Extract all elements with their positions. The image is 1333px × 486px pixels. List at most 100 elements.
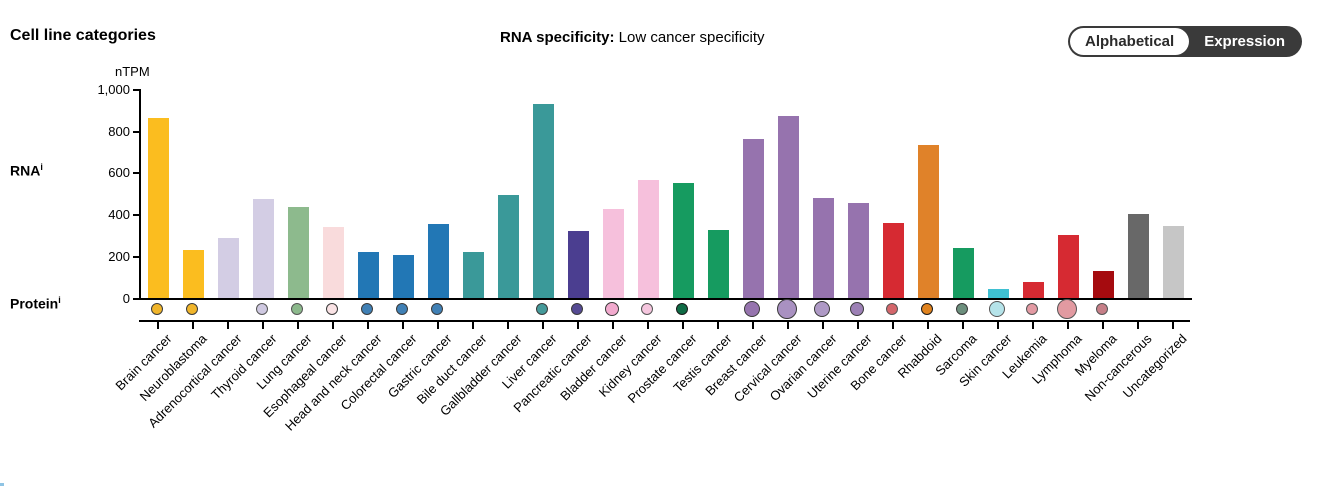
y-axis-unit: nTPM <box>115 64 150 79</box>
y-tick-label: 400 <box>108 207 130 223</box>
category-tick <box>1032 321 1034 329</box>
y-tick-label: 800 <box>108 123 130 139</box>
category-tick <box>402 321 404 329</box>
toggle-alphabetical-button[interactable]: Alphabetical <box>1070 28 1190 55</box>
protein-dot-ovarian-cancer[interactable] <box>813 301 830 317</box>
protein-dot-myeloma[interactable] <box>1095 303 1108 315</box>
bar-rhabdoid[interactable] <box>917 145 939 298</box>
bar-bone-cancer[interactable] <box>882 223 904 298</box>
sort-toggle[interactable]: Alphabetical Expression <box>1068 26 1303 57</box>
protein-dot-bladder-cancer[interactable] <box>604 302 619 316</box>
y-axis-line <box>139 89 141 300</box>
bar-uterine-cancer[interactable] <box>847 203 869 298</box>
category-tick <box>507 321 509 329</box>
protein-dot-leukemia[interactable] <box>1025 303 1038 315</box>
protein-dot-bone-cancer[interactable] <box>885 303 898 315</box>
y-tick <box>133 172 140 175</box>
protein-dot-lymphoma[interactable] <box>1056 299 1077 319</box>
y-tick <box>133 130 140 133</box>
category-tick <box>262 321 264 329</box>
bar-sarcoma[interactable] <box>952 248 974 298</box>
protein-axis-line <box>139 320 1190 322</box>
category-tick <box>577 321 579 329</box>
category-tick <box>1172 321 1174 329</box>
protein-dot-pancreatic-cancer[interactable] <box>570 303 583 315</box>
protein-dot-uterine-cancer[interactable] <box>849 302 864 316</box>
bar-myeloma[interactable] <box>1092 271 1114 298</box>
protein-info-icon[interactable]: i <box>58 295 61 305</box>
category-tick <box>787 321 789 329</box>
protein-dot-liver-cancer[interactable] <box>535 303 548 315</box>
bar-neuroblastoma[interactable] <box>182 250 204 298</box>
protein-dot-cervical-cancer[interactable] <box>776 299 797 319</box>
category-tick <box>682 321 684 329</box>
category-tick <box>997 321 999 329</box>
toggle-expression-button[interactable]: Expression <box>1204 33 1286 50</box>
category-tick <box>1137 321 1139 329</box>
protein-dot-head-and-neck-cancer[interactable] <box>360 303 373 315</box>
bar-lung-cancer[interactable] <box>287 207 309 298</box>
protein-row-label: Proteini <box>10 295 61 312</box>
bar-gallbladder-cancer[interactable] <box>497 195 519 298</box>
protein-dot-thyroid-cancer[interactable] <box>255 303 268 315</box>
y-tick <box>133 214 140 217</box>
bar-cervical-cancer[interactable] <box>777 116 799 298</box>
bar-adrenocortical-cancer[interactable] <box>217 238 239 298</box>
y-tick-label: 200 <box>108 249 130 265</box>
category-tick <box>367 321 369 329</box>
bar-bile-duct-cancer[interactable] <box>462 252 484 298</box>
category-tick <box>647 321 649 329</box>
bar-prostate-cancer[interactable] <box>672 183 694 298</box>
bar-skin-cancer[interactable] <box>987 289 1009 298</box>
rna-info-icon[interactable]: i <box>40 162 43 172</box>
category-tick <box>752 321 754 329</box>
bar-colorectal-cancer[interactable] <box>392 255 414 298</box>
bar-esophageal-cancer[interactable] <box>322 227 344 298</box>
bar-non-cancerous[interactable] <box>1127 214 1149 298</box>
rna-specificity-label: RNA specificity: <box>500 29 615 46</box>
protein-dot-skin-cancer[interactable] <box>988 301 1005 317</box>
protein-dot-breast-cancer[interactable] <box>743 301 760 317</box>
bar-gastric-cancer[interactable] <box>427 224 449 298</box>
bar-leukemia[interactable] <box>1022 282 1044 298</box>
protein-dot-lung-cancer[interactable] <box>290 303 303 315</box>
bar-uncategorized[interactable] <box>1162 226 1184 298</box>
protein-dot-esophageal-cancer[interactable] <box>325 303 338 315</box>
bar-lymphoma[interactable] <box>1057 235 1079 298</box>
category-tick <box>157 321 159 329</box>
bar-brain-cancer[interactable] <box>147 118 169 298</box>
page-title: Cell line categories <box>10 27 156 44</box>
bar-bladder-cancer[interactable] <box>602 209 624 298</box>
category-tick <box>717 321 719 329</box>
category-tick <box>332 321 334 329</box>
y-tick <box>133 256 140 259</box>
bar-liver-cancer[interactable] <box>532 104 554 298</box>
protein-dot-colorectal-cancer[interactable] <box>395 303 408 315</box>
bar-kidney-cancer[interactable] <box>637 180 659 298</box>
x-axis-baseline <box>139 298 1192 300</box>
category-tick <box>857 321 859 329</box>
protein-dot-neuroblastoma[interactable] <box>185 303 198 315</box>
bar-ovarian-cancer[interactable] <box>812 198 834 298</box>
category-tick <box>437 321 439 329</box>
bar-pancreatic-cancer[interactable] <box>567 231 589 298</box>
protein-dot-gastric-cancer[interactable] <box>430 303 443 315</box>
protein-dot-prostate-cancer[interactable] <box>675 303 688 315</box>
protein-dot-brain-cancer[interactable] <box>150 303 163 315</box>
y-tick-label: 0 <box>122 291 130 306</box>
category-tick <box>192 321 194 329</box>
protein-dot-kidney-cancer[interactable] <box>640 303 653 315</box>
bar-thyroid-cancer[interactable] <box>252 199 274 298</box>
category-tick <box>1102 321 1104 329</box>
category-tick <box>822 321 824 329</box>
y-tick-label: 600 <box>108 165 130 181</box>
y-tick <box>133 298 140 300</box>
rna-row-label: RNAi <box>10 162 43 179</box>
bar-breast-cancer[interactable] <box>742 139 764 298</box>
bar-head-and-neck-cancer[interactable] <box>357 252 379 298</box>
category-tick <box>297 321 299 329</box>
protein-dot-sarcoma[interactable] <box>955 303 968 315</box>
protein-dot-rhabdoid[interactable] <box>920 303 933 315</box>
bar-testis-cancer[interactable] <box>707 230 729 298</box>
page-fragment <box>0 483 4 486</box>
